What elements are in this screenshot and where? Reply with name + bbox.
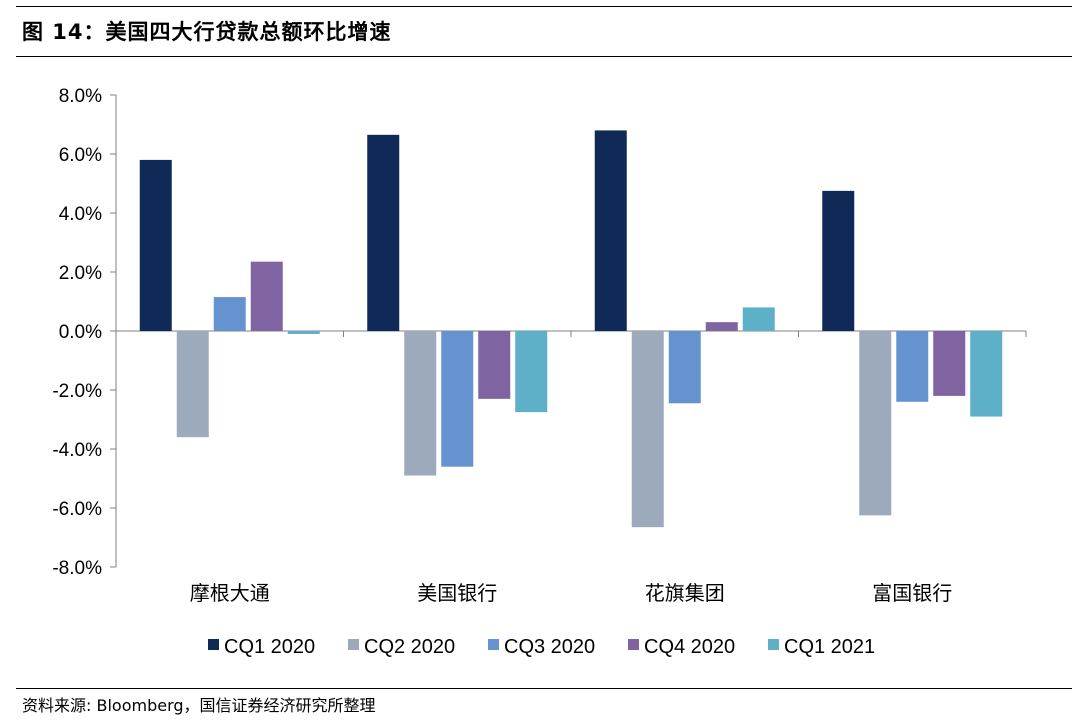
legend-swatch xyxy=(348,639,359,650)
legend-swatch xyxy=(768,639,779,650)
bar-3-4 xyxy=(896,331,929,402)
y-tick-label: -8.0% xyxy=(52,558,102,579)
y-tick-label: -2.0% xyxy=(52,381,102,402)
y-tick-label: -6.0% xyxy=(52,499,102,520)
bar-5-1 xyxy=(287,331,320,334)
legend-label: CQ1 2020 xyxy=(224,636,315,658)
bar-2-3 xyxy=(631,331,664,528)
legend-label: CQ2 2020 xyxy=(364,636,455,658)
y-tick-label: 2.0% xyxy=(59,263,102,284)
bar-4-1 xyxy=(250,261,283,331)
bar-1-3 xyxy=(594,130,627,331)
category-label: 美国银行 xyxy=(417,581,497,605)
bar-2-1 xyxy=(176,331,209,438)
legend-swatch xyxy=(208,639,219,650)
y-tick-label: -4.0% xyxy=(52,440,102,461)
y-tick-label: 6.0% xyxy=(59,145,102,166)
title-rule xyxy=(16,56,1072,57)
legend-swatch xyxy=(628,639,639,650)
legend-swatch xyxy=(488,639,499,650)
bar-3-3 xyxy=(668,331,701,404)
bar-1-2 xyxy=(367,134,400,331)
category-label: 富国银行 xyxy=(872,581,952,605)
figure-title: 图 14：美国四大行贷款总额环比增速 xyxy=(22,20,392,44)
bar-2-2 xyxy=(404,331,437,476)
y-tick-label: 4.0% xyxy=(59,204,102,225)
legend-label: CQ4 2020 xyxy=(644,636,735,658)
bar-4-3 xyxy=(705,322,738,331)
legend: CQ1 2020 CQ2 2020 CQ3 2020 CQ4 2020 CQ1 2021 xyxy=(208,636,875,658)
bar-4-2 xyxy=(478,331,511,399)
bars-layer xyxy=(139,130,1003,528)
labels-layer: 8.0% 6.0% 4.0% 2.0% 0.0% -2.0% -4.0% -6.0% -8.0%… xyxy=(52,86,952,605)
bar-chart: 8.0% 6.0% 4.0% 2.0% 0.0% -2.0% -4.0% -6.0% -8.0%… xyxy=(52,86,1027,658)
y-tick-label: 0.0% xyxy=(59,322,102,343)
bar-5-3 xyxy=(742,307,775,331)
source-rule xyxy=(16,688,1072,689)
bar-4-4 xyxy=(933,331,966,396)
bar-3-1 xyxy=(213,297,246,331)
bar-1-1 xyxy=(139,159,172,331)
category-label: 花旗集团 xyxy=(645,581,725,605)
bar-2-4 xyxy=(859,331,892,516)
bar-1-4 xyxy=(822,190,855,331)
bar-3-2 xyxy=(441,331,474,467)
legend-label: CQ3 2020 xyxy=(504,636,595,658)
bar-5-2 xyxy=(515,331,548,413)
legend-label: CQ1 2021 xyxy=(784,636,875,658)
y-tick-label: 8.0% xyxy=(59,86,102,107)
source-note: 资料来源: Bloomberg，国信证券经济研究所整理 xyxy=(22,696,376,715)
top-rule xyxy=(16,6,1072,7)
bar-5-4 xyxy=(970,331,1003,417)
category-label: 摩根大通 xyxy=(190,581,270,605)
